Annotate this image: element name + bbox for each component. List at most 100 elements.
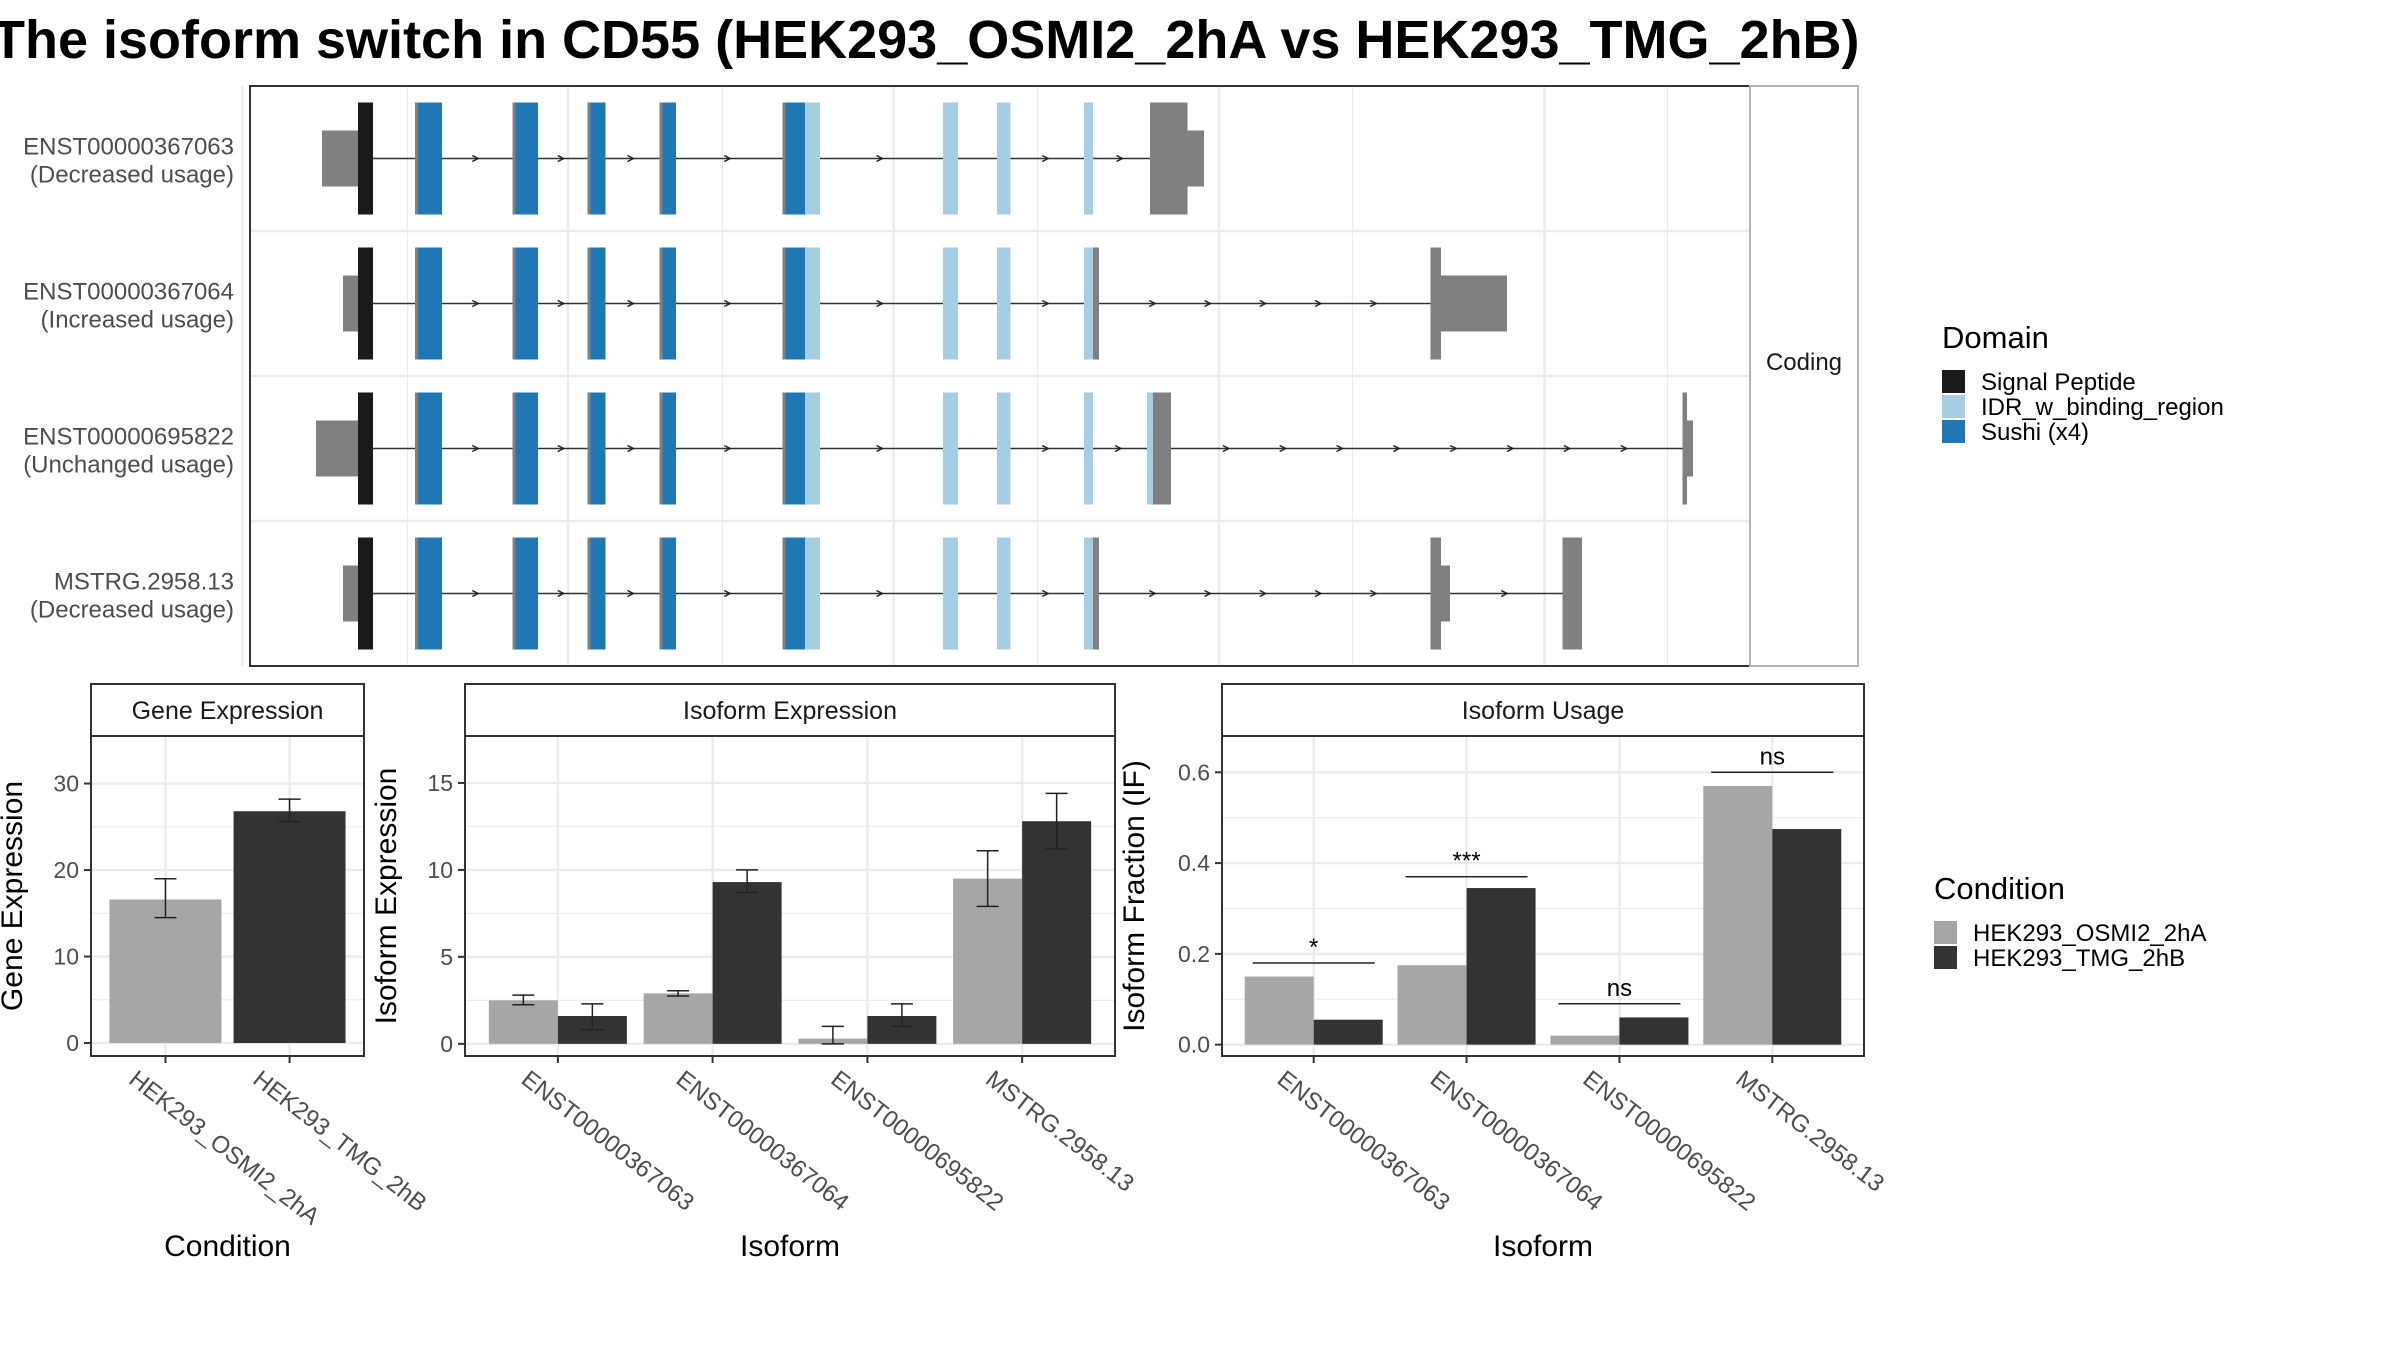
intron-arrow <box>1148 299 1157 308</box>
idr-exon <box>1084 102 1093 215</box>
y-tick-label: 0.0 <box>1178 1032 1210 1058</box>
sushi-exon <box>782 247 805 360</box>
intron-arrow <box>723 154 732 163</box>
x-tick-label: MSTRG.2958.13 <box>980 1065 1139 1197</box>
isoform-expression-panel: Isoform Expression051015ENST00000367063E… <box>370 683 1139 1263</box>
sushi-exon <box>659 247 676 360</box>
exon-edge <box>415 102 418 215</box>
utr-exon <box>1430 247 1441 360</box>
domain-legend-label: Signal Peptide <box>1981 369 2136 396</box>
idr-exon <box>1084 247 1093 360</box>
panel-border <box>90 735 365 1057</box>
track-label: ENST00000695822 <box>23 424 234 451</box>
significance-label: *** <box>1453 848 1481 875</box>
y-tick-label: 10 <box>427 857 453 883</box>
y-tick-label: 0.6 <box>1178 759 1210 785</box>
bar <box>1550 1035 1620 1045</box>
exon-edge <box>587 102 591 215</box>
bar <box>1022 821 1092 1044</box>
utr_thin-exon <box>1441 565 1450 622</box>
x-tick-label: ENST00000367063 <box>516 1065 699 1216</box>
intron-arrow <box>1259 299 1268 308</box>
gene-expression-panel: Gene Expression0102030HEK293_OSMI2_2hAHE… <box>0 683 432 1263</box>
signal-exon <box>358 392 373 505</box>
idr-exon <box>805 537 820 650</box>
bar <box>1703 785 1773 1045</box>
idr-exon <box>943 247 958 360</box>
idr-exon <box>805 247 820 360</box>
intron-arrow <box>1314 299 1323 308</box>
bar <box>712 882 782 1044</box>
signal-exon <box>358 537 373 650</box>
intron-arrow <box>1563 444 1572 453</box>
idr-exon <box>997 247 1011 360</box>
idr-exon <box>943 102 958 215</box>
x-axis-title: Isoform <box>740 1230 840 1263</box>
sushi-exon <box>512 537 538 650</box>
intron-arrow <box>557 154 566 163</box>
intron-arrow <box>723 444 732 453</box>
intron-arrow <box>627 154 636 163</box>
track-label: ENST00000367064 <box>23 279 234 306</box>
exon-edge <box>415 392 418 505</box>
bar <box>233 811 346 1044</box>
sushi-exon <box>587 537 606 650</box>
y-tick-label: 0 <box>440 1031 453 1057</box>
idr-exon <box>997 537 1011 650</box>
intron-arrow <box>471 154 480 163</box>
y-axis-title: Isoform Fraction (IF) <box>1118 760 1151 1032</box>
isoform-usage-panel: Isoform Usage****nsns0.00.20.40.6ENST000… <box>1118 683 1890 1263</box>
idr-exon <box>805 392 820 505</box>
y-tick-label: 10 <box>53 944 79 970</box>
intron-arrow <box>1204 299 1213 308</box>
intron-arrow <box>1259 589 1268 598</box>
sushi-exon <box>512 392 538 505</box>
bar <box>1397 965 1467 1045</box>
utr-exon <box>1153 392 1171 505</box>
domain-legend-swatch <box>1942 395 1965 418</box>
intron-arrow <box>557 589 566 598</box>
gene-structure-panel: ENST00000367063(Decreased usage)ENST0000… <box>23 85 1859 667</box>
exon-edge <box>782 247 786 360</box>
exon-edge <box>587 537 591 650</box>
utr-exon <box>1430 537 1441 650</box>
intron-arrow <box>1222 444 1231 453</box>
intron-arrow <box>1041 444 1050 453</box>
exon-edge <box>512 247 516 360</box>
sushi-exon <box>512 102 538 215</box>
intron-arrow <box>1148 589 1157 598</box>
x-tick-label: MSTRG.2958.13 <box>1731 1065 1890 1197</box>
idr-exon <box>805 102 820 215</box>
intron-arrow <box>1116 154 1125 163</box>
domain-legend-title: Domain <box>1942 320 2049 355</box>
sushi-exon <box>782 102 805 215</box>
coding-strip-label: Coding <box>1766 349 1842 376</box>
utr-exon <box>1150 102 1188 215</box>
idr-exon <box>1147 392 1153 505</box>
utr_thin-exon <box>1187 130 1204 187</box>
intron-arrow <box>1336 444 1345 453</box>
intron-arrow <box>1314 589 1323 598</box>
idr-exon <box>997 392 1011 505</box>
y-tick-label: 0.4 <box>1178 850 1210 876</box>
intron-arrow <box>471 444 480 453</box>
sushi-exon <box>415 247 442 360</box>
utr_thin-exon <box>316 420 358 477</box>
domain-legend-label: IDR_w_binding_region <box>1981 394 2224 421</box>
intron-arrow <box>1393 444 1401 453</box>
sushi-exon <box>659 102 676 215</box>
intron-arrow <box>627 299 636 308</box>
track-usage-label: (Decreased usage) <box>30 162 234 189</box>
track-usage-label: (Decreased usage) <box>30 597 234 624</box>
figure-title: The isoform switch in CD55 (HEK293_OSMI2… <box>0 10 1860 70</box>
sushi-exon <box>587 247 606 360</box>
utr_thin-exon <box>1687 420 1693 477</box>
signal-exon <box>358 247 373 360</box>
intron-arrow <box>1041 299 1050 308</box>
intron-arrow <box>876 444 885 453</box>
panel-strip-label: Gene Expression <box>132 697 324 725</box>
intron-arrow <box>1369 299 1378 308</box>
intron-arrow <box>471 299 480 308</box>
domain-legend-swatch <box>1942 370 1965 393</box>
